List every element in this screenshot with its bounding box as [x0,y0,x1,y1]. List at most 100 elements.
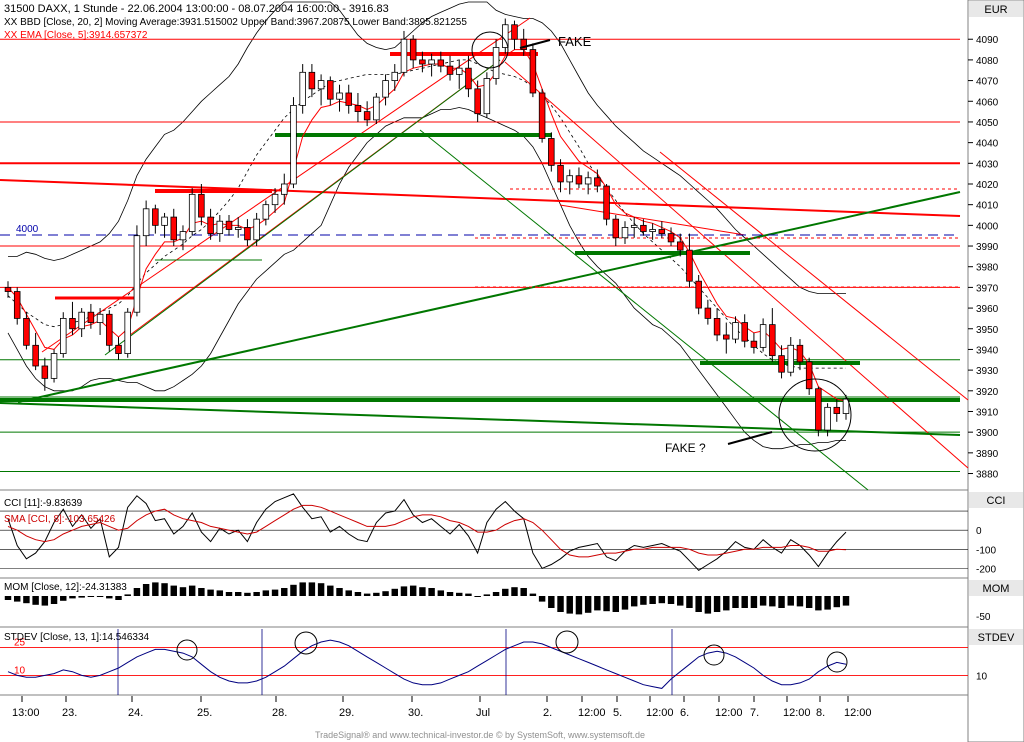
mom-bar [345,590,352,596]
mom-bar [161,583,168,596]
mom-axis: -50 [976,612,991,623]
bbd-legend: XX BBD [Close, 20, 2] Moving Average:393… [4,17,467,28]
candle-body [594,177,601,187]
candle-body [649,229,656,232]
mom-bar [419,587,426,596]
price-tick-label: 3880 [976,470,999,481]
cci-tick-label: -200 [976,564,996,575]
mom-legend: MOM [Close, 12]:-24.31383 [4,582,127,593]
price-tick-label: 4020 [976,180,999,191]
mom-bar [603,596,610,612]
candle-body [437,59,445,67]
mom-axis-box [969,580,1023,596]
time-label: 28. [272,707,287,719]
candle-body [787,344,795,373]
mom-bar [253,592,260,596]
stdev-line [7,639,847,689]
mom-bar [842,596,850,606]
mom-bar [336,588,343,596]
mom-bar [713,596,721,612]
mom-bar [778,596,785,608]
stdev-panel[interactable]: STDEV 25 10 10 STDEV [Close, 13, 1]:14.546… [0,629,1023,696]
candle-body [713,318,721,336]
mom-bar [50,596,58,604]
mom-bar [234,592,242,596]
mom-bar [13,596,21,602]
mom-bar [115,596,122,600]
time-label: 12:00 [646,707,674,719]
mom-bar [428,588,435,596]
candle-body [391,71,399,81]
ema-line [7,49,847,402]
mom-bar [474,596,481,597]
mom-bar [78,596,85,598]
candle-body [78,311,85,330]
candle-body [382,80,389,98]
mom-bar [216,590,224,596]
time-label: 8. [816,707,825,719]
mom-bar [106,596,113,599]
time-label: 24. [128,707,143,719]
mom-bar [23,596,30,604]
ema-5 [7,49,847,402]
mom-bar [640,596,647,605]
mom-bar [299,582,306,596]
candle-body [483,78,491,115]
stdev-level-label: 10 [14,665,26,676]
trendline-red-short [559,204,746,236]
mom-bar [520,588,527,596]
mom-bar [483,594,491,596]
cci-axis-box [969,492,1023,508]
mom-bar [787,596,794,606]
candle-body [170,216,178,241]
candle-body [695,280,702,309]
candle-body [290,105,297,185]
mom-bar [465,593,472,596]
mom-bar [833,596,841,608]
stdev-series [7,639,847,689]
candle-body [354,105,362,113]
price-tick-label: 4070 [976,77,999,88]
mom-bar [152,582,159,596]
candle-body [336,92,343,100]
trendline-red-down-2 [659,151,969,401]
mom-bar [41,596,49,606]
candle-body [281,183,288,195]
price-tick-label: 4010 [976,201,999,212]
currency-box[interactable] [969,1,1023,17]
mom-panel[interactable]: MOM -50 MOM [Close, 12]:-24.31383 [0,580,1023,628]
bollinger-bands [7,1,846,450]
candle-body [32,344,39,367]
mom-bar [225,592,233,596]
candle-body [363,111,371,121]
cci-grid: 0 -100 -200 [0,510,996,575]
candle-body [686,249,693,282]
candle-body [750,340,758,348]
mom-bar [649,596,656,604]
mom-bar [658,596,666,604]
candle-body [41,365,49,379]
candle-body [244,227,251,241]
candle-body [732,322,739,340]
price-tick-label: 3960 [976,304,999,315]
mom-bar [198,588,205,596]
mom-bar [382,591,389,596]
price-tick-label: 3970 [976,283,999,294]
candle-body [603,185,610,220]
candle-body [179,231,187,241]
price-panel[interactable]: 3880 3890 3900 3910 3920 3930 3940 3950 3960 3970… [0,1,999,491]
cci-panel[interactable]: CCI 0 -100 -200 CCI [11]:-9.83639 SMA [CCI… [0,492,1023,579]
cci-line [7,493,847,571]
stdev-axis-title: STDEV [978,632,1015,644]
mom-bar [391,588,398,596]
cci-axis-title: CCI [987,495,1006,507]
stdev-circle [703,644,725,666]
candle-body [142,208,150,237]
cci-sma-legend: SMA [CCI, 8]:-103.65426 [4,514,116,525]
mom-bar [538,596,546,602]
candle-body [152,208,159,226]
candle-body [96,313,104,323]
level-4000-label: 4000 [16,224,39,235]
mom-bar [262,590,270,596]
